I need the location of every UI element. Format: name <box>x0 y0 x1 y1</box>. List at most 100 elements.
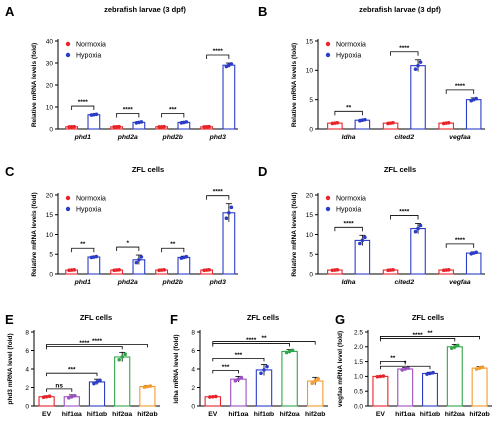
y-tick-label: 30 <box>46 60 54 67</box>
data-point <box>418 60 423 64</box>
panel-letter: D <box>258 164 267 179</box>
data-point <box>207 124 211 129</box>
data-point <box>400 368 405 372</box>
legend-label: Normoxia <box>336 42 366 49</box>
bar <box>222 64 236 130</box>
y-tick-label: 0 <box>25 403 29 410</box>
legend-marker <box>65 41 71 47</box>
comparison-label: ns <box>55 382 63 389</box>
panel-letter: G <box>335 312 345 327</box>
y-axis-label: Relative mRNA levels (fold) <box>31 192 38 276</box>
y-axis-label: phd3 mRNA level (fold) <box>7 333 14 404</box>
data-point <box>474 367 479 371</box>
x-tick-label: cited2 <box>394 134 414 141</box>
panel-title: ZFL cells <box>132 165 164 174</box>
x-tick-label: phd2a <box>117 134 138 141</box>
y-tick-label: 4 <box>191 366 195 373</box>
data-point <box>406 366 411 370</box>
y-tick-label: 0.5 <box>354 389 363 396</box>
data-point <box>425 372 429 376</box>
data-point <box>287 349 292 354</box>
data-point <box>453 345 457 349</box>
data-point <box>233 379 238 383</box>
comparison-label: ** <box>427 330 433 337</box>
bar <box>139 386 156 407</box>
y-tick-label: 0 <box>309 271 313 278</box>
x-tick-label: phd2b <box>162 134 183 141</box>
comparison-label: *** <box>235 352 243 359</box>
data-point <box>117 357 121 362</box>
comparison-bracket <box>46 343 148 348</box>
x-tick-label: hif1αa <box>228 411 248 418</box>
data-point <box>413 229 418 234</box>
data-point <box>148 384 153 388</box>
y-tick-label: 8 <box>191 329 195 336</box>
x-tick-label: hif1αa <box>395 411 415 418</box>
data-point <box>450 346 454 351</box>
data-point <box>310 381 315 386</box>
significance-bracket <box>161 247 185 253</box>
bar <box>222 212 236 275</box>
bar <box>397 368 414 407</box>
data-point <box>139 120 144 124</box>
bar <box>465 99 482 130</box>
comparison-bracket <box>212 343 290 347</box>
data-point <box>229 205 234 210</box>
comparison-label: **** <box>246 337 257 344</box>
y-tick-label: 6 <box>191 348 195 355</box>
y-tick-label: 20 <box>306 192 314 199</box>
comparison-bracket <box>212 370 239 374</box>
significance-bracket <box>390 51 419 56</box>
panel-title: zebrafish larvae (3 dpf) <box>104 5 186 14</box>
legend-label: Normoxia <box>336 196 366 203</box>
data-point <box>290 348 295 353</box>
significance-bracket <box>116 113 140 118</box>
bar <box>465 252 482 275</box>
y-tick-label: 10 <box>306 232 314 239</box>
panel-letter: C <box>5 164 15 179</box>
data-point <box>214 394 218 399</box>
comparison-bracket <box>46 345 123 350</box>
y-axis-label: Relative mRNA levels (fold) <box>291 192 298 276</box>
data-point <box>211 394 215 399</box>
x-tick-label: phd1 <box>74 279 91 286</box>
y-tick-label: 20 <box>46 192 54 199</box>
legend-marker <box>325 195 331 201</box>
panel-letter: A <box>5 4 15 19</box>
x-tick-label: phd2a <box>117 279 138 286</box>
data-point <box>360 238 365 243</box>
panel-title: ZFL cells <box>412 313 444 322</box>
bar <box>87 256 101 275</box>
legend-marker <box>325 206 331 212</box>
data-point <box>137 257 141 262</box>
significance-bracket <box>116 246 140 252</box>
y-tick-label: 0 <box>49 126 53 133</box>
comparison-label: *** <box>222 364 230 371</box>
data-point <box>403 367 408 371</box>
significance-bracket <box>161 113 185 118</box>
panel-c: C ZFL cells 0 5 10 15 20 Relative mRNA levels (… <box>5 164 238 286</box>
y-tick-label: 40 <box>46 38 54 45</box>
significance-label: ** <box>80 241 86 248</box>
x-tick-label: EV <box>42 411 52 418</box>
x-tick-label: hif1αb <box>254 411 274 418</box>
comparison-label: * <box>404 360 407 367</box>
legend-label: Hypoxia <box>76 53 101 60</box>
y-tick-label: 0 <box>191 403 195 410</box>
comparison-label: *** <box>68 367 76 374</box>
data-point <box>428 371 432 376</box>
data-point <box>456 343 460 348</box>
comparison-bracket <box>380 336 480 340</box>
panel-title: ZFL cells <box>80 313 112 322</box>
y-tick-label: 2 <box>191 385 195 392</box>
significance-bracket <box>206 195 230 200</box>
data-point <box>391 120 395 125</box>
panel-title: zebrafish larvae (3 dpf) <box>359 5 441 14</box>
x-tick-label: phd3 <box>209 279 226 286</box>
data-point <box>47 394 52 398</box>
bar <box>471 367 488 407</box>
significance-label: * <box>126 240 129 247</box>
x-tick-label: ldha <box>342 134 356 141</box>
bar <box>87 114 101 130</box>
